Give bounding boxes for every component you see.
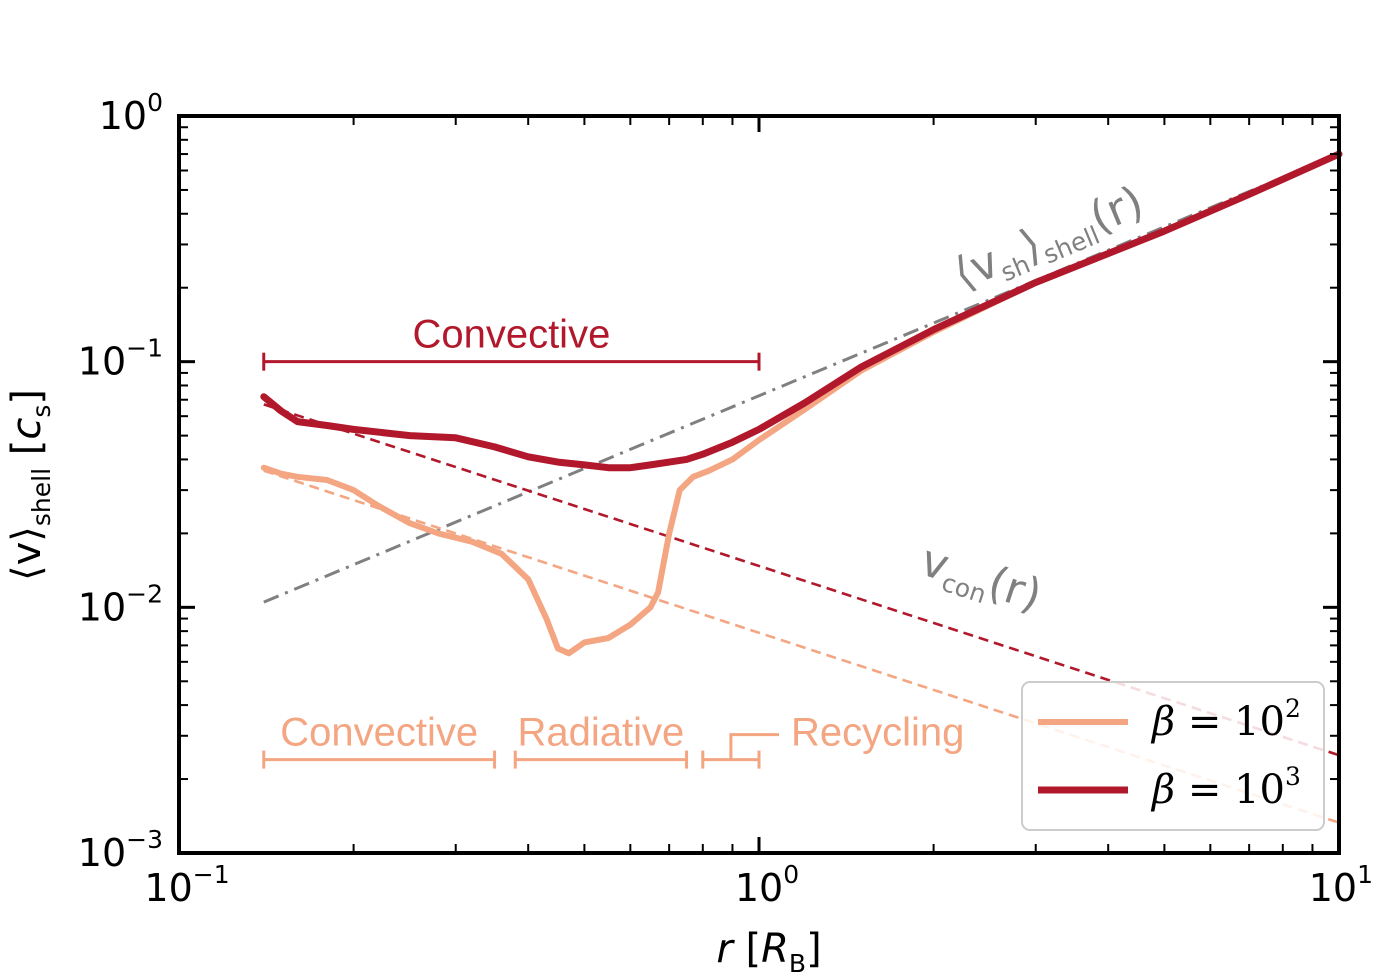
x-axis-label: r [RB] [716, 926, 821, 976]
plot-frame [177, 114, 1341, 855]
region-label: Recycling [791, 711, 964, 755]
y-axis-label: ⟨v⟩shell [cs] [4, 389, 56, 581]
x-tick-label: 100 [735, 860, 799, 910]
region-label: Convective [280, 711, 478, 755]
y-tick-label: 10−2 [78, 579, 163, 629]
region-leader [729, 733, 779, 760]
vsh-curve-label: ⟨vsh⟩shell(r) [947, 176, 1153, 304]
region-label: Radiative [518, 711, 685, 755]
reference-line [263, 469, 1340, 824]
region-label: Convective [412, 313, 610, 357]
x-tick-label: 101 [1309, 860, 1373, 910]
legend-label: β = 102 [1150, 694, 1301, 745]
x-tick-label: 10−1 [144, 860, 229, 910]
y-tick-label: 10−3 [78, 825, 163, 875]
series-beta-1e3-line [260, 150, 1343, 472]
vcon-curve-label: vcon(r) [913, 535, 1047, 626]
legend-label: β = 103 [1150, 762, 1301, 813]
reference-line [263, 403, 1340, 757]
reference-line [263, 152, 1340, 604]
y-tick-label: 10−1 [78, 334, 163, 384]
y-tick-label: 100 [99, 88, 163, 138]
